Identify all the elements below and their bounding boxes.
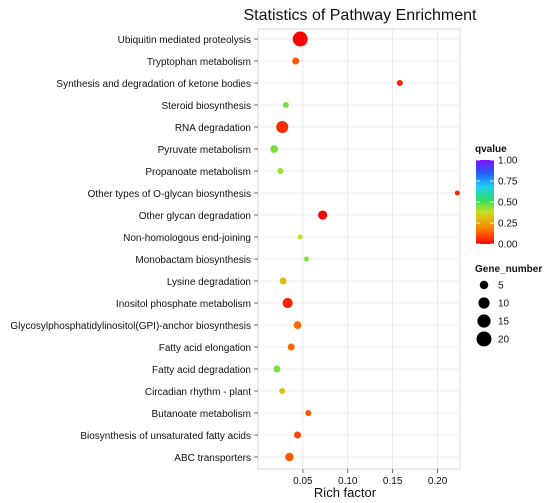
x-axis-label: Rich factor bbox=[314, 485, 377, 500]
data-point bbox=[318, 210, 328, 220]
y-tick-label: Glycosylphosphatidylinositol(GPI)-anchor… bbox=[10, 321, 251, 332]
y-tick-label: Propanoate metabolism bbox=[145, 167, 251, 178]
data-point bbox=[277, 167, 284, 175]
qvalue-legend: qvalue 1.00 0.75 0.50 0.25 0.00 bbox=[475, 144, 518, 251]
data-point bbox=[282, 297, 293, 309]
qvalue-tick-label: 0.75 bbox=[498, 177, 518, 188]
qvalue-tick-label: 0.25 bbox=[498, 219, 518, 230]
data-point bbox=[454, 190, 460, 196]
y-axis-labels: Ubiquitin mediated proteolysis Tryptophan… bbox=[10, 35, 258, 464]
x-tick-label: 0.20 bbox=[428, 476, 448, 487]
qvalue-legend-title: qvalue bbox=[475, 144, 507, 155]
gene-number-legend-label: 10 bbox=[498, 299, 510, 310]
qvalue-tick-label: 0.50 bbox=[498, 198, 518, 209]
y-tick-label: Non-homologous end-joining bbox=[123, 233, 251, 244]
data-point bbox=[293, 321, 302, 329]
data-point bbox=[279, 277, 287, 285]
y-tick-label: Butanoate metabolism bbox=[151, 409, 251, 420]
y-tick-label: Other types of O-glycan biosynthesis bbox=[88, 189, 251, 200]
x-axis-ticks: 0.05 0.10 0.15 0.20 bbox=[293, 469, 448, 487]
data-point bbox=[279, 387, 286, 395]
x-tick-label: 0.05 bbox=[293, 476, 313, 487]
gene-number-legend-dot bbox=[476, 331, 492, 347]
qvalue-legend-ticks: 1.00 0.75 0.50 0.25 0.00 bbox=[476, 156, 518, 251]
y-tick-label: Biosynthesis of unsaturated fatty acids bbox=[80, 431, 251, 442]
data-point bbox=[276, 120, 289, 134]
qvalue-tick-label: 0.00 bbox=[498, 240, 518, 251]
y-tick-label: Synthesis and degradation of ketone bodi… bbox=[56, 79, 251, 90]
data-point bbox=[297, 234, 303, 240]
grid-lines bbox=[258, 29, 460, 469]
gene-number-legend-entries: 5 10 15 20 bbox=[476, 280, 510, 347]
chart-title: Statistics of Pathway Enrichment bbox=[244, 7, 478, 24]
y-tick-label: Circadian rhythm - plant bbox=[145, 387, 251, 398]
data-point bbox=[292, 57, 300, 65]
data-point bbox=[396, 79, 403, 87]
qvalue-tick-label: 1.00 bbox=[498, 156, 518, 167]
gene-number-legend-dot bbox=[478, 297, 490, 309]
plot-panel bbox=[257, 28, 461, 470]
data-point bbox=[285, 452, 294, 462]
x-tick-label: 0.15 bbox=[383, 476, 403, 487]
data-point bbox=[282, 101, 289, 109]
gene-number-legend: Gene_number 5 10 15 20 bbox=[475, 264, 542, 347]
y-tick-label: ABC transporters bbox=[174, 453, 251, 464]
data-point bbox=[305, 409, 312, 417]
data-point bbox=[304, 256, 309, 262]
y-tick-label: RNA degradation bbox=[175, 123, 251, 134]
y-tick-label: Ubiquitin mediated proteolysis bbox=[118, 35, 251, 46]
y-tick-label: Fatty acid elongation bbox=[159, 343, 251, 354]
gene-number-legend-label: 15 bbox=[498, 317, 510, 328]
y-tick-label: Tryptophan metabolism bbox=[147, 57, 251, 68]
gene-number-legend-dot bbox=[479, 280, 489, 290]
qvalue-colorbar bbox=[476, 160, 494, 244]
gene-number-legend-label: 20 bbox=[498, 335, 510, 346]
gene-number-legend-title: Gene_number bbox=[475, 264, 542, 275]
y-tick-label: Other glycan degradation bbox=[139, 211, 251, 222]
x-tick-label: 0.10 bbox=[338, 476, 358, 487]
y-tick-label: Fatty acid degradation bbox=[152, 365, 251, 376]
y-tick-label: Lysine degradation bbox=[167, 277, 251, 288]
y-tick-label: Pyruvate metabolism bbox=[158, 145, 251, 156]
gene-number-legend-dot bbox=[477, 314, 491, 328]
gene-number-legend-label: 5 bbox=[498, 281, 504, 292]
data-point bbox=[292, 31, 308, 47]
y-tick-label: Monobactam biosynthesis bbox=[135, 255, 251, 266]
data-point bbox=[293, 431, 302, 439]
data-point bbox=[273, 365, 281, 373]
y-tick-label: Steroid biosynthesis bbox=[162, 101, 252, 112]
data-point bbox=[270, 145, 279, 153]
data-point bbox=[287, 343, 295, 351]
data-points bbox=[270, 31, 460, 462]
y-tick-label: Inositol phosphate metabolism bbox=[116, 299, 251, 310]
